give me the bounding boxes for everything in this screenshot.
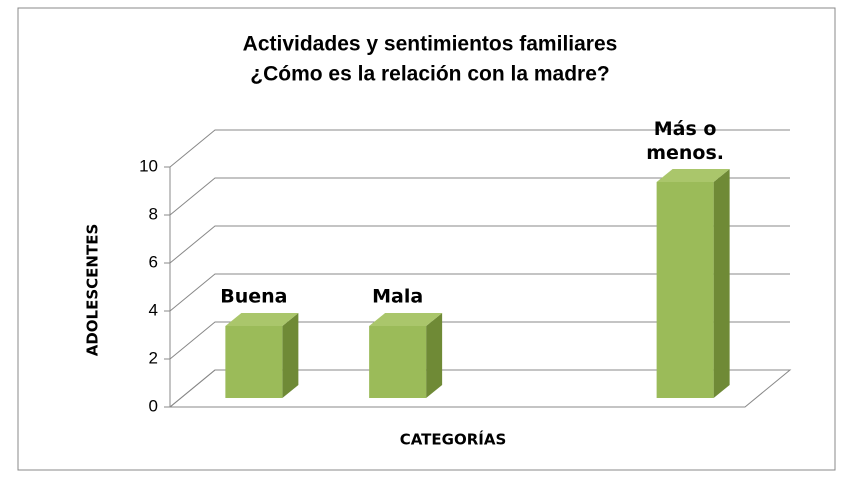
- bar-front: [656, 182, 714, 398]
- y-tick-label: 4: [149, 300, 158, 319]
- grid-line: [169, 369, 790, 408]
- category-label: Buena: [220, 286, 287, 308]
- bar-side: [282, 313, 299, 398]
- grid-line: [169, 225, 790, 264]
- bar-front: [369, 326, 427, 398]
- y-tick-label: 10: [139, 156, 158, 175]
- category-label: Más o menos.: [646, 118, 724, 164]
- bar-top: [656, 169, 730, 182]
- bar-top: [369, 313, 443, 326]
- bar: [225, 313, 299, 398]
- bar-side: [426, 313, 443, 398]
- grid-line: [169, 129, 790, 168]
- y-tick-label: 8: [149, 204, 158, 223]
- grid-line: [169, 321, 790, 360]
- category-label-line: menos.: [646, 142, 724, 164]
- grid-line: [169, 177, 790, 216]
- y-axis-label: ADOLESCENTES: [84, 224, 102, 357]
- y-tick-label: 2: [149, 348, 158, 367]
- y-tick-label: 6: [149, 252, 158, 271]
- grid-line: [169, 273, 790, 312]
- bar: [656, 169, 730, 398]
- chart-subtitle: ¿Cómo es la relación con la madre?: [250, 63, 609, 86]
- bar-side: [713, 169, 730, 398]
- chart-title: Actividades y sentimientos familiares: [243, 33, 618, 56]
- bar-front: [225, 326, 283, 398]
- x-axis-label: CATEGORÍAS: [400, 430, 507, 449]
- bar: [369, 313, 443, 398]
- bar-top: [225, 313, 299, 326]
- category-label-line: Más o: [654, 118, 717, 140]
- category-label: Mala: [372, 286, 423, 308]
- y-tick-label: 0: [149, 396, 158, 415]
